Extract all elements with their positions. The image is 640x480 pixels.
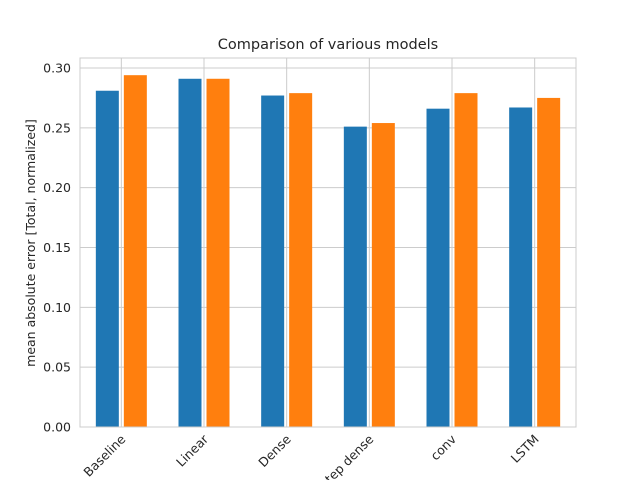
y-tick-labels: 0.00 0.05 0.10 0.15 0.20 0.25 0.30 <box>43 61 71 435</box>
bar-test <box>289 93 313 427</box>
axes-border <box>79 57 577 428</box>
bar-group <box>95 75 561 428</box>
axes-frame <box>79 57 577 428</box>
bar-test <box>371 123 395 428</box>
y-axis-label: mean absolute error [Total, normalized] <box>23 119 38 367</box>
bar-test <box>206 78 230 428</box>
y-tick-label: 0.00 <box>43 420 71 435</box>
bar-validation <box>95 90 119 427</box>
chart-title: Comparison of various models <box>218 37 438 53</box>
bar-test <box>123 75 147 428</box>
plot-background <box>80 58 576 427</box>
y-tick-label: 0.10 <box>43 300 71 315</box>
bar-validation <box>343 126 367 428</box>
bar-validation <box>509 107 533 428</box>
bar-validation <box>178 78 202 428</box>
bar-validation <box>426 108 450 427</box>
bar-test <box>537 97 561 428</box>
y-tick-label: 0.25 <box>43 120 71 135</box>
y-tick-label: 0.05 <box>43 360 71 375</box>
gridlines <box>80 58 576 428</box>
bar-test <box>454 93 478 427</box>
y-tick-label: 0.20 <box>43 180 71 195</box>
bar-validation <box>261 95 285 428</box>
y-tick-label: 0.30 <box>43 61 71 76</box>
plot-area <box>80 58 576 427</box>
y-tick-label: 0.15 <box>43 240 71 255</box>
